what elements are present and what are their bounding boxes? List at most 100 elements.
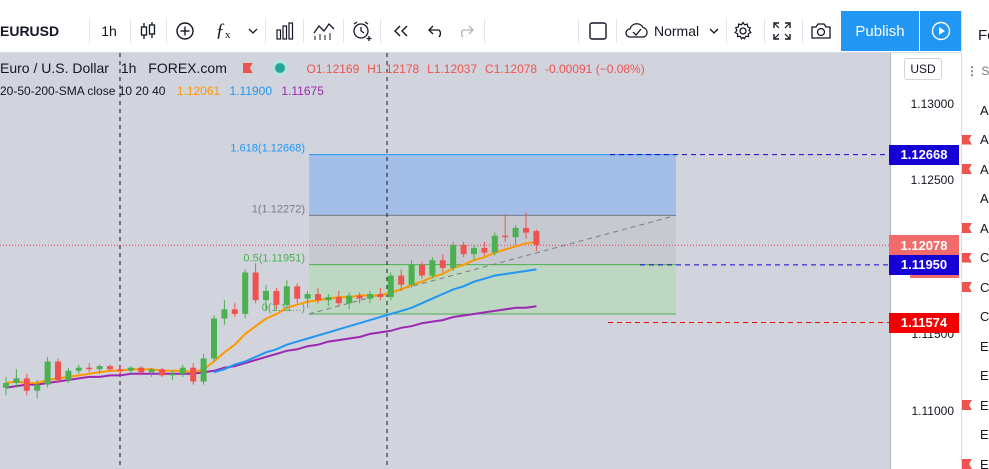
watchlist-item[interactable]: A [962,126,989,154]
toolbar-divider [303,19,304,43]
play-icon[interactable] [920,11,961,51]
fib-zone-upper [309,154,676,216]
candle [335,290,342,307]
flag-icon [962,400,972,410]
candle [325,294,332,307]
candle [273,287,280,310]
entry-price-tag: 1.11950 [889,254,959,275]
watchlist-item[interactable]: A [962,185,989,213]
axis-tick-label: 1.13000 [910,96,954,111]
replay-icon[interactable] [386,10,416,52]
candle [96,364,103,374]
watchlist-item[interactable]: C [962,273,989,301]
watchlist-item[interactable]: EI [962,332,989,360]
candle [367,290,373,304]
toolbar-divider [484,19,485,43]
alarm-icon[interactable] [347,10,377,52]
candle [3,376,9,396]
watchlist-item-label: C [980,309,989,324]
toolbar-divider [616,19,617,43]
candle [34,379,41,399]
watchlist-item[interactable]: EI [962,421,989,449]
layout-icon[interactable] [584,10,612,52]
sma-lines [5,240,537,389]
fib-zone-lower [309,264,676,314]
axis-tick-label: 1.12500 [910,173,954,188]
candle [377,287,384,301]
interval-button[interactable]: 1h [101,23,117,39]
live-dot-icon [274,63,285,73]
toolbar-divider [380,19,381,43]
legend-indicator: 20-50-200-SMA close 10 20 40 1.12061 1.1… [0,84,324,100]
publish-button[interactable]: Publish [841,11,919,51]
candle [107,364,113,371]
fib-level-label: 1.618(1.12668) [230,143,305,155]
candle [502,214,509,242]
watchlist-item[interactable]: A [962,155,989,183]
candle [346,292,353,310]
candle [523,212,529,239]
currency-button[interactable]: USD [904,58,942,80]
candle [179,364,186,377]
candle [450,241,457,271]
watchlist-item-label: A [980,132,989,147]
candle [148,367,155,377]
legend-open: O1.12169 [306,62,360,76]
watchlist-item[interactable]: C [962,303,989,331]
gear-icon[interactable] [730,10,756,52]
camera-icon[interactable] [806,10,836,52]
candles-icon[interactable] [134,10,162,52]
price-chart[interactable]: 1.618(1.12668)1(1.12272)0.5(1.11951)0(1.… [0,53,890,469]
toolbar-divider [802,19,803,43]
indicator-name[interactable]: 20-50-200-SMA close 10 20 40 [0,84,166,98]
candle [533,229,540,252]
watchlist-item[interactable]: C [962,244,989,272]
toolbar-divider [764,19,765,43]
fib-level-label: 0.5(1.11951) [243,253,305,265]
candle [252,263,259,304]
symbol-search-button[interactable]: EURUSD [0,23,60,39]
sma-slow-line [5,305,537,389]
undo-icon[interactable] [424,10,450,52]
watchlist-item[interactable]: A [962,214,989,242]
toolbar-divider [343,19,344,43]
watchlist-item[interactable]: A [962,96,989,124]
sma2-value: 1.11900 [229,84,273,98]
toolbar-divider [578,19,579,43]
chart-pane[interactable]: 1.618(1.12668) 1(1.12272) 0.5(1.11951) 0(1.… [0,53,890,469]
sma1-value: 1.12061 [176,84,221,98]
flag-icon [962,164,972,174]
watchlist-header: Fc [978,27,989,44]
watchlist-item[interactable]: EI [962,450,989,469]
watchlist-search[interactable]: ⋮ Sy [966,64,989,78]
candle [159,367,165,377]
fib-level-label: 1(1.12272) [252,203,305,215]
candle [398,269,405,291]
fullscreen-icon[interactable] [768,10,796,52]
chevron-down-icon [709,28,719,34]
redo-icon[interactable] [452,10,478,52]
compare-icon[interactable] [308,10,340,52]
horizontal-lines [0,53,890,469]
target-price-tag: 1.12668 [889,144,959,165]
watchlist-item-label: EI [980,368,989,383]
add-indicator-icon[interactable] [170,10,200,52]
flag-icon[interactable] [242,63,253,73]
candle [200,353,207,385]
candle [471,244,477,261]
watchlist-panel[interactable]: Fc ⋮ Sy AAAAACCCEIEIEIEIEI [961,10,989,469]
chevron-down-icon[interactable] [244,10,262,52]
candle [419,261,425,279]
watchlist-item-label: EI [980,397,989,413]
bars-icon[interactable] [270,10,300,52]
watchlist-item[interactable]: EI [962,362,989,390]
sma3-value: 1.11675 [281,84,324,98]
flag-icon [962,223,972,233]
candle [491,232,498,256]
candle [387,272,394,301]
candle [211,315,217,362]
chart-save-dropdown[interactable]: Normal [620,10,724,52]
watchlist-item[interactable]: EI [962,391,989,419]
